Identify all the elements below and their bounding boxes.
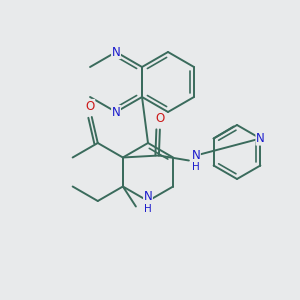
Text: H: H (144, 204, 152, 214)
Text: N: N (191, 149, 200, 162)
Text: N: N (144, 190, 152, 202)
Text: O: O (155, 112, 164, 125)
Text: N: N (112, 46, 120, 59)
Text: O: O (85, 100, 95, 112)
Text: H: H (192, 163, 200, 172)
Text: N: N (256, 132, 265, 145)
Text: N: N (112, 106, 120, 118)
